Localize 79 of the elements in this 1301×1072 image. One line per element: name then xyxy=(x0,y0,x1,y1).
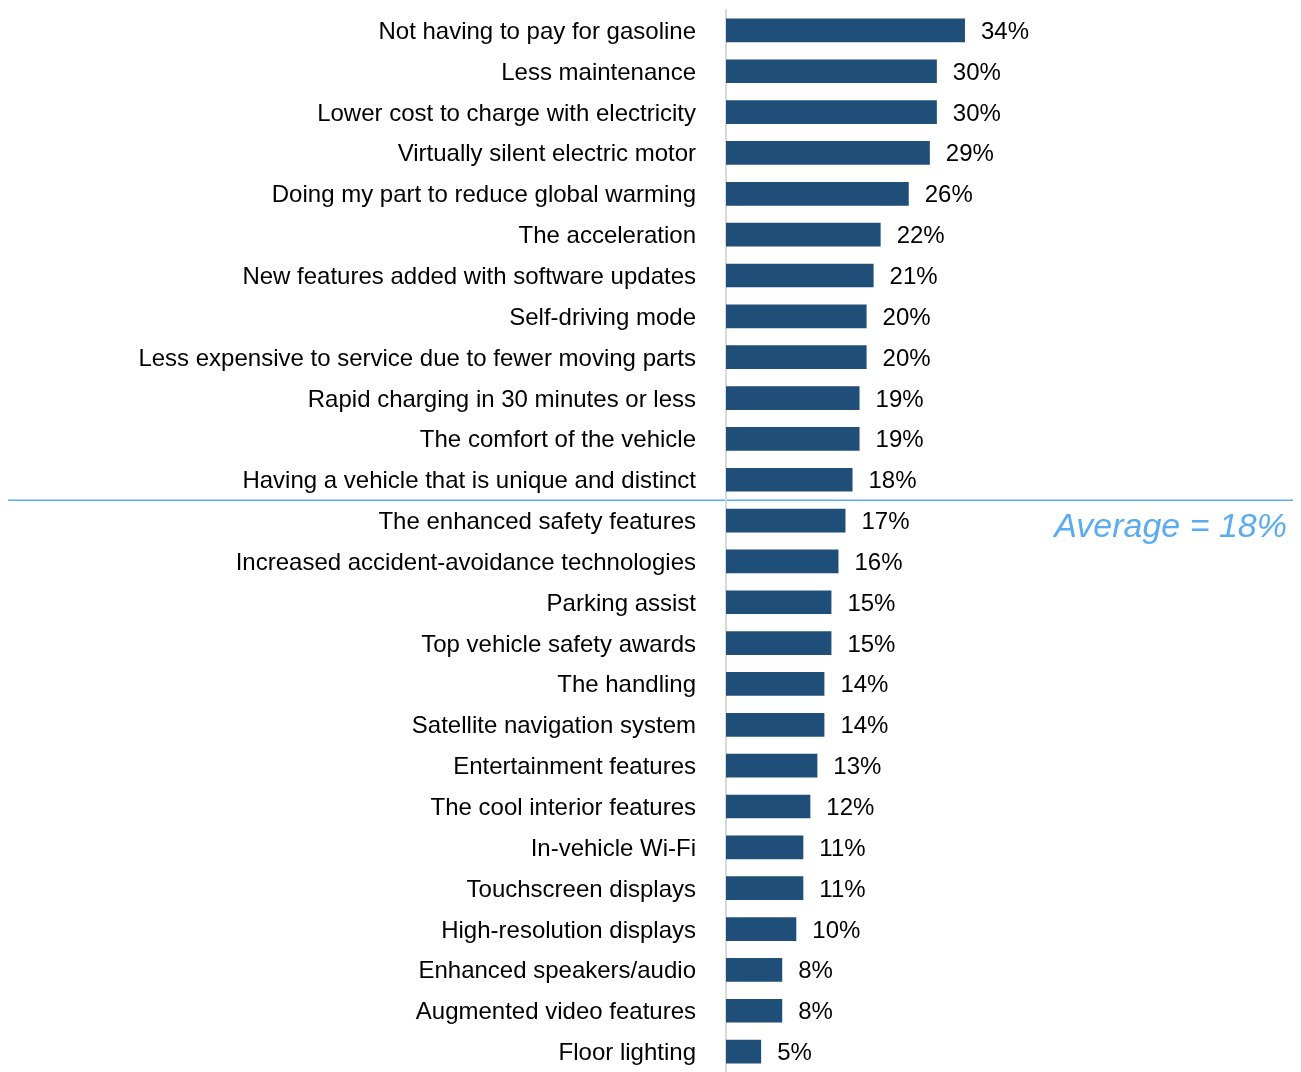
bar xyxy=(726,998,783,1023)
data-label: 30% xyxy=(952,57,1001,85)
y-tick-label: Self-driving mode xyxy=(509,302,696,330)
data-label: 5% xyxy=(777,1038,812,1066)
ref-line-label: Average = 18% xyxy=(1052,506,1288,545)
data-label: 8% xyxy=(798,997,833,1025)
bar xyxy=(726,712,825,737)
data-label: 20% xyxy=(882,302,931,330)
y-tick-label: The acceleration xyxy=(518,221,696,249)
y-tick-label: Augmented video features xyxy=(415,997,696,1025)
y-tick-label: Floor lighting xyxy=(558,1038,696,1066)
data-label: 10% xyxy=(812,915,861,943)
data-label: 11% xyxy=(819,833,866,861)
data-label: 16% xyxy=(854,547,903,575)
bar xyxy=(726,835,804,860)
y-tick-label: Virtually silent electric motor xyxy=(397,139,696,167)
data-label: 15% xyxy=(847,588,896,616)
bar xyxy=(726,917,797,941)
bar xyxy=(726,1039,762,1064)
y-tick-label: Not having to pay for gasoline xyxy=(378,16,696,44)
y-tick-label: Doing my part to reduce global warming xyxy=(271,180,696,208)
bar xyxy=(726,590,832,615)
y-tick-label: Less maintenance xyxy=(501,57,696,85)
bar xyxy=(726,100,937,124)
y-tick-label: Top vehicle safety awards xyxy=(421,629,696,657)
bar xyxy=(726,467,853,492)
y-tick-label: Satellite navigation system xyxy=(411,711,696,739)
bar xyxy=(726,876,804,901)
bar xyxy=(726,59,937,84)
y-tick-label: New features added with software updates xyxy=(242,262,696,289)
bar xyxy=(726,753,818,778)
data-label: 14% xyxy=(840,711,889,739)
data-label: 15% xyxy=(847,629,896,657)
data-label: 22% xyxy=(896,221,945,249)
y-tick-label: Touchscreen displays xyxy=(466,874,696,902)
y-tick-label: The handling xyxy=(557,670,696,698)
y-tick-label: Increased accident-avoidance technologies xyxy=(235,547,696,575)
bar xyxy=(726,141,930,165)
y-tick-label: The comfort of the vehicle xyxy=(419,425,696,453)
bar xyxy=(726,549,839,574)
y-tick-label: Enhanced speakers/audio xyxy=(418,956,696,984)
y-tick-label: The enhanced safety features xyxy=(378,507,696,535)
data-label: 11% xyxy=(819,874,866,902)
data-label: 8% xyxy=(798,956,833,984)
y-tick-label: The cool interior features xyxy=(430,793,696,820)
bar xyxy=(726,794,811,819)
data-label: 13% xyxy=(833,752,882,780)
data-label: 30% xyxy=(952,98,1001,126)
data-label: 17% xyxy=(861,507,910,535)
data-label: 18% xyxy=(868,466,917,494)
bar xyxy=(726,386,860,410)
bar xyxy=(726,304,867,329)
y-tick-label: Rapid charging in 30 minutes or less xyxy=(307,384,696,412)
y-tick-label: Parking assist xyxy=(546,588,697,616)
data-label: 19% xyxy=(875,425,924,453)
y-tick-label: Having a vehicle that is unique and distinct xyxy=(242,466,697,494)
data-label: 26% xyxy=(924,180,973,208)
bar xyxy=(726,631,832,655)
bar xyxy=(726,958,783,982)
y-tick-label: Less expensive to service due to fewer moving parts xyxy=(138,343,696,371)
bar xyxy=(726,508,846,533)
y-tick-label: In-vehicle Wi-Fi xyxy=(530,833,696,861)
data-label: 14% xyxy=(840,670,889,698)
data-label: 21% xyxy=(889,262,938,289)
bar xyxy=(726,427,860,451)
bar xyxy=(726,263,874,288)
bar xyxy=(726,672,825,696)
data-label: 34% xyxy=(980,16,1030,44)
data-label: 12% xyxy=(826,793,875,820)
data-label: 29% xyxy=(945,139,994,167)
y-tick-label: High-resolution displays xyxy=(441,915,696,943)
y-tick-label: Entertainment features xyxy=(453,752,696,780)
bar xyxy=(726,18,965,43)
data-label: 19% xyxy=(875,384,924,412)
data-label: 20% xyxy=(882,343,931,371)
bar xyxy=(726,345,867,370)
bar xyxy=(726,181,909,206)
y-tick-label: Lower cost to charge with electricity xyxy=(317,98,696,126)
bar xyxy=(726,222,881,247)
